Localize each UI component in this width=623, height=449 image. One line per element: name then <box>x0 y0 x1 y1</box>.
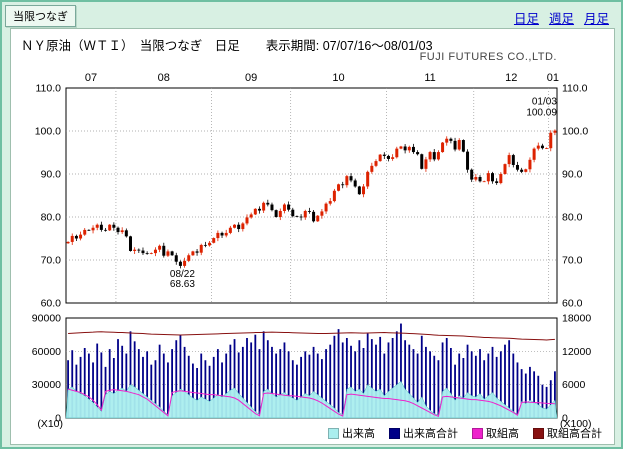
svg-text:0: 0 <box>562 413 568 425</box>
chart-panel: ＮＹ原油（ＷＴＩ） 当限つなぎ 日足 表示期間: 07/07/16～08/01/… <box>10 28 615 445</box>
svg-text:100.0: 100.0 <box>562 126 588 138</box>
svg-text:70.0: 70.0 <box>562 255 583 267</box>
svg-text:18000: 18000 <box>562 313 591 325</box>
svg-text:0: 0 <box>55 413 61 425</box>
svg-text:90.0: 90.0 <box>41 169 62 181</box>
chart-header: ＮＹ原油（ＷＴＩ） 当限つなぎ 日足 表示期間: 07/07/16～08/01/… <box>21 35 433 54</box>
legend-item-open-interest: 取組高 <box>472 425 519 441</box>
svg-text:80.0: 80.0 <box>41 212 62 224</box>
svg-text:100.09: 100.09 <box>526 108 557 119</box>
svg-text:11: 11 <box>424 72 435 84</box>
svg-text:12: 12 <box>505 72 517 84</box>
timeframe-links: 日足 週足 月足 <box>514 8 609 27</box>
svg-text:60.0: 60.0 <box>41 298 62 310</box>
svg-text:12000: 12000 <box>562 346 591 358</box>
legend-label: 出来高 <box>342 428 375 440</box>
svg-text:(X10): (X10) <box>37 418 63 430</box>
svg-text:6000: 6000 <box>562 379 586 391</box>
legend-item-volume: 出来高 <box>328 425 375 441</box>
volume-swatch-icon <box>328 427 339 439</box>
open-interest-swatch-icon <box>472 427 483 439</box>
svg-text:(X100): (X100) <box>560 418 592 430</box>
svg-text:07: 07 <box>85 72 97 84</box>
chart-period: 表示期間: 07/07/16～08/01/03 <box>265 39 433 53</box>
legend-label: 取組高合計 <box>547 428 602 440</box>
svg-text:60.0: 60.0 <box>562 298 583 310</box>
open-interest-total-swatch-icon <box>533 427 544 439</box>
chart-title: ＮＹ原油（ＷＴＩ） 当限つなぎ 日足 <box>21 39 240 53</box>
svg-text:90000: 90000 <box>32 313 61 325</box>
svg-text:70.0: 70.0 <box>41 255 62 267</box>
tab-front-month-continuation[interactable]: 当限つなぎ <box>5 5 76 27</box>
volume-total-swatch-icon <box>389 427 400 439</box>
chart-legend: 出来高 出来高合計 取組高 取組高合計 <box>328 425 602 441</box>
company-name: FUJI FUTURES CO.,LTD. <box>419 51 557 63</box>
link-daily[interactable]: 日足 <box>513 12 539 26</box>
svg-text:68.63: 68.63 <box>170 279 195 290</box>
link-weekly[interactable]: 週足 <box>548 12 574 26</box>
svg-text:08/22: 08/22 <box>170 269 195 280</box>
svg-text:80.0: 80.0 <box>562 212 583 224</box>
svg-text:90.0: 90.0 <box>562 169 583 181</box>
legend-label: 出来高合計 <box>403 428 458 440</box>
legend-item-volume-total: 出来高合計 <box>389 425 458 441</box>
svg-text:110.0: 110.0 <box>36 83 62 95</box>
svg-text:01: 01 <box>547 72 559 84</box>
svg-text:09: 09 <box>245 72 257 84</box>
svg-text:60000: 60000 <box>32 346 61 358</box>
svg-text:08: 08 <box>158 72 170 84</box>
svg-text:01/03: 01/03 <box>532 97 557 108</box>
svg-text:110.0: 110.0 <box>562 83 588 95</box>
link-monthly[interactable]: 月足 <box>583 12 609 26</box>
svg-text:100.0: 100.0 <box>35 126 61 138</box>
legend-label: 取組高 <box>486 428 519 440</box>
svg-text:30000: 30000 <box>32 379 61 391</box>
legend-item-open-interest-total: 取組高合計 <box>533 425 602 441</box>
svg-text:10: 10 <box>332 72 344 84</box>
